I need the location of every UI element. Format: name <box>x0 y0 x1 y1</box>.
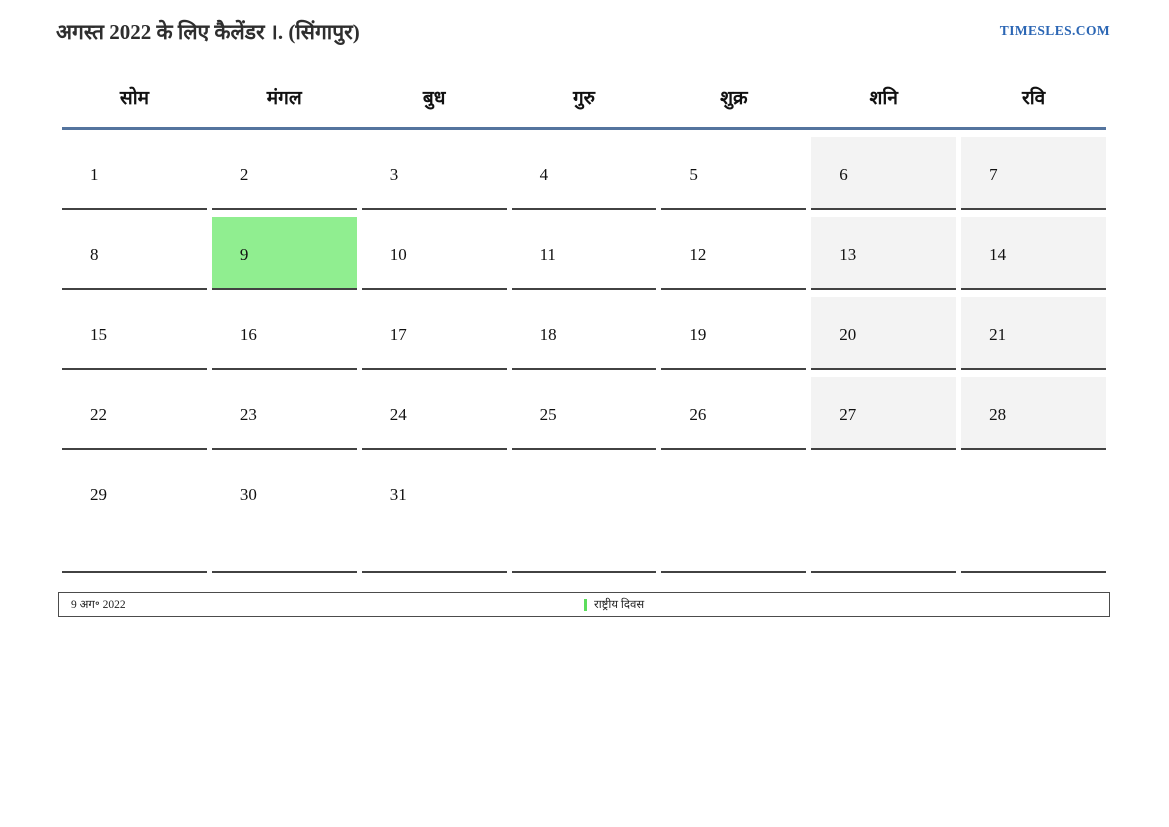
day-header-6: रवि <box>1021 87 1046 109</box>
date-cell-9: 9 <box>211 217 357 290</box>
site-link[interactable]: TIMESLES.COM <box>999 23 1110 38</box>
date-cell-29: 29 <box>62 457 207 573</box>
date-cell-30: 30 <box>211 457 357 573</box>
page-title: अगस्त 2022 के लिए कैलेंडर ।. (सिंगापुर) <box>56 20 360 44</box>
day-header-3: गुरु <box>572 87 596 109</box>
date-cell-24: 24 <box>361 377 507 450</box>
date-cell-22: 22 <box>62 377 207 450</box>
legend-bar: 9 अग॰ 2022 राष्ट्रीय दिवस <box>58 592 1110 617</box>
date-cell-15: 15 <box>62 297 207 370</box>
date-cell-18: 18 <box>511 297 657 370</box>
date-cell-28: 28 <box>961 377 1106 450</box>
date-cell-23: 23 <box>211 377 357 450</box>
date-cell-1: 1 <box>62 137 207 210</box>
date-cell-11: 11 <box>511 217 657 290</box>
date-cell-3: 3 <box>361 137 507 210</box>
day-header-1: मंगल <box>266 87 302 109</box>
date-cell-16: 16 <box>211 297 357 370</box>
date-cell-2: 2 <box>211 137 357 210</box>
date-cell-5: 5 <box>661 137 807 210</box>
legend-date: 9 अग॰ 2022 <box>71 599 126 611</box>
day-header-2: बुध <box>422 87 446 109</box>
date-cell-27: 27 <box>811 377 957 450</box>
date-cell-empty <box>511 457 657 573</box>
date-cell-8: 8 <box>62 217 207 290</box>
calendar: सोम मंगल बुध गुरु शुक्र शनि रवि 1 2 3 4 5 6 7 8 9 10 11 1… <box>62 76 1106 573</box>
date-cell-empty <box>661 457 807 573</box>
legend-item: राष्ट्रीय दिवस <box>584 597 1109 612</box>
day-header-0: सोम <box>119 87 149 109</box>
date-cell-17: 17 <box>361 297 507 370</box>
date-cell-13: 13 <box>811 217 957 290</box>
date-cell-21: 21 <box>961 297 1106 370</box>
date-cell-19: 19 <box>661 297 807 370</box>
date-cell-4: 4 <box>511 137 657 210</box>
date-cell-10: 10 <box>361 217 507 290</box>
national-day-marker-icon <box>584 598 587 611</box>
day-header-5: शनि <box>869 87 898 109</box>
legend-item-label: राष्ट्रीय दिवस <box>594 599 645 611</box>
date-cell-25: 25 <box>511 377 657 450</box>
date-cell-12: 12 <box>661 217 807 290</box>
date-cell-14: 14 <box>961 217 1106 290</box>
day-header-row: सोम मंगल बुध गुरु शुक्र शनि रवि <box>62 76 1106 130</box>
date-grid: 1 2 3 4 5 6 7 8 9 10 11 12 13 14 15 16 17 18 19 20 21 22 23 24 2… <box>62 137 1106 573</box>
date-cell-7: 7 <box>961 137 1106 210</box>
date-cell-31: 31 <box>361 457 507 573</box>
date-cell-empty <box>811 457 957 573</box>
date-cell-20: 20 <box>811 297 957 370</box>
date-cell-6: 6 <box>811 137 957 210</box>
day-header-4: शुक्र <box>720 87 748 109</box>
date-cell-26: 26 <box>661 377 807 450</box>
date-cell-empty <box>961 457 1106 573</box>
